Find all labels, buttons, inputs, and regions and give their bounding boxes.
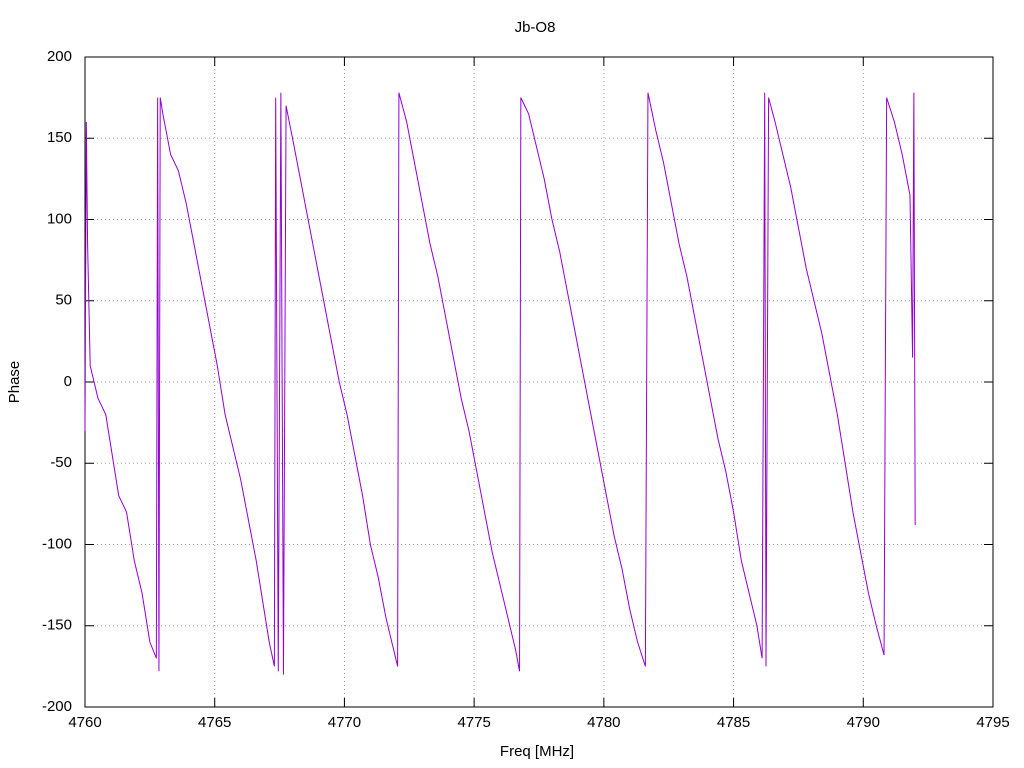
x-axis-label: Freq [MHz] [500, 743, 574, 760]
x-tick-label: 4770 [328, 714, 361, 731]
y-tick-label: 50 [55, 292, 72, 309]
y-tick-label: -150 [42, 617, 72, 634]
x-tick-label: 4765 [198, 714, 231, 731]
y-axis-label: Phase [6, 361, 23, 404]
y-tick-label: 0 [64, 373, 72, 390]
y-tick-label: 200 [47, 48, 72, 65]
y-tick-label: 100 [47, 210, 72, 227]
x-tick-label: 4775 [457, 714, 490, 731]
x-tick-label: 4780 [587, 714, 620, 731]
x-tick-label: 4790 [847, 714, 880, 731]
y-tick-label: 150 [47, 129, 72, 146]
y-tick-label: -200 [42, 698, 72, 715]
chart-title: Jb-O8 [515, 19, 556, 36]
x-tick-label: 4785 [717, 714, 750, 731]
y-tick-label: -100 [42, 535, 72, 552]
x-tick-label: 4795 [976, 714, 1009, 731]
data-line [84, 92, 916, 675]
x-tick-label: 4760 [68, 714, 101, 731]
y-tick-label: -50 [50, 454, 72, 471]
